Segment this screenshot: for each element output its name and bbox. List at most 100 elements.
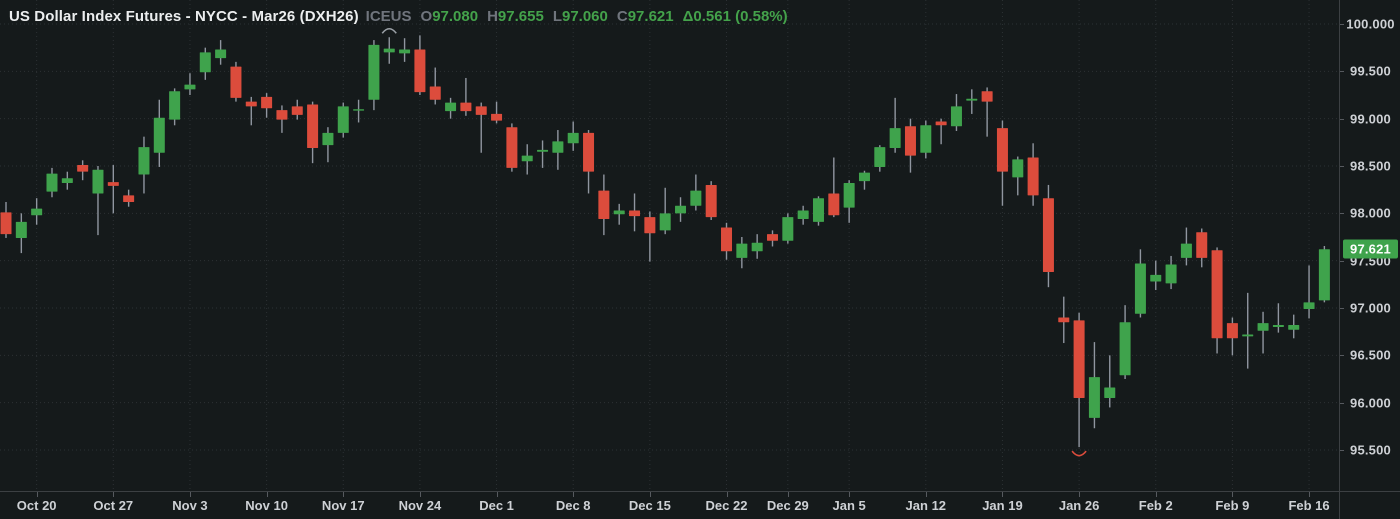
time-axis-tick — [573, 492, 575, 497]
candle-body — [935, 121, 947, 126]
price-axis-tick — [1340, 260, 1344, 262]
price-axis-tick — [1340, 24, 1344, 25]
candle-body — [782, 217, 794, 241]
low-value: 97.060 — [561, 8, 608, 25]
time-axis[interactable]: Oct 20 Oct 27 Nov 3 Nov 10 Nov 17 Nov 24 Dec 1… — [0, 491, 1400, 519]
price-axis-tick — [1340, 71, 1344, 73]
candle-body — [506, 127, 518, 168]
candle-body — [644, 217, 656, 234]
time-axis-label: Dec 1 — [479, 498, 514, 513]
time-axis-label: Oct 27 — [93, 498, 134, 513]
time-axis-label: Jan 19 — [982, 498, 1023, 513]
candle-body — [1042, 198, 1054, 273]
time-axis-tick — [925, 492, 927, 497]
candle-body — [491, 113, 503, 121]
candle-body — [107, 182, 119, 186]
candle-body — [1104, 387, 1116, 398]
candle-body — [1318, 249, 1330, 301]
candle-body — [1012, 159, 1024, 178]
candle-body — [169, 91, 181, 120]
time-axis-label: Nov 3 — [172, 498, 208, 513]
candle-body — [1211, 250, 1223, 339]
candle-body — [751, 242, 763, 252]
candle-body — [276, 110, 288, 120]
candle-body — [690, 190, 702, 206]
price-axis-tick — [1340, 213, 1344, 215]
price-axis-label: 98.000 — [1350, 205, 1391, 221]
time-axis-label: Jan 26 — [1058, 498, 1100, 513]
candle-body — [797, 210, 809, 220]
open-value: 97.080 — [432, 8, 479, 25]
change-value: Δ0.561 (0.58%) — [682, 8, 788, 25]
close-value: 97.621 — [627, 8, 674, 25]
candle-body — [184, 84, 196, 90]
candle-body — [61, 178, 73, 184]
exchange-label: ICEUS — [365, 8, 412, 25]
candle-body — [1196, 232, 1208, 258]
candle-body — [950, 106, 962, 127]
candle-body — [843, 183, 855, 208]
last-price-label: 97.621 — [1343, 239, 1398, 259]
time-axis-tick — [649, 492, 651, 497]
chart-high-marker-icon — [381, 27, 397, 34]
time-axis-tick — [113, 492, 115, 497]
candle-body — [215, 49, 227, 59]
candle-body — [966, 98, 978, 101]
candle-body — [1272, 325, 1284, 327]
high-value: 97.655 — [497, 8, 544, 25]
candle-body — [552, 141, 564, 153]
chart-low-marker-icon — [1071, 450, 1087, 457]
candle-body — [1150, 274, 1162, 282]
candle-body — [828, 193, 840, 216]
price-axis-tick — [1340, 166, 1344, 167]
candle-body — [138, 147, 150, 175]
time-axis-label: Feb 16 — [1288, 498, 1330, 513]
candle-body — [291, 106, 303, 115]
candle-body — [537, 149, 549, 152]
candle-body — [1257, 323, 1269, 331]
candle-body — [383, 48, 395, 53]
time-axis-label: Dec 22 — [705, 498, 748, 513]
candle-body — [598, 190, 610, 220]
candle-body — [15, 221, 27, 238]
price-axis-tick — [1340, 450, 1344, 451]
candle-body — [399, 49, 411, 54]
time-axis-tick — [1309, 492, 1311, 497]
candle-body — [521, 155, 533, 162]
price-axis-label: 99.500 — [1350, 63, 1391, 79]
candle-body — [77, 165, 89, 172]
candle-body — [1226, 323, 1238, 339]
candlestick-chart[interactable] — [0, 0, 1339, 491]
candle-body — [1058, 317, 1070, 323]
price-axis-label: 98.500 — [1350, 158, 1391, 174]
candle-body — [1073, 320, 1085, 398]
candle-body — [429, 86, 441, 100]
price-axis-tick — [1340, 118, 1344, 120]
candle-body — [123, 195, 135, 202]
candle-body — [230, 66, 242, 98]
candle-body — [904, 126, 916, 156]
price-axis-label: 96.500 — [1350, 347, 1391, 363]
time-axis-tick — [36, 492, 38, 497]
candle-body — [567, 132, 579, 144]
time-axis-label: Nov 24 — [398, 498, 442, 513]
price-axis[interactable]: 97.621 100.000 99.500 99.000 98.500 98.000 97… — [1339, 0, 1400, 519]
time-axis-label: Jan 12 — [905, 498, 947, 513]
candle-body — [812, 198, 824, 222]
candle-body — [1134, 263, 1146, 314]
chart-legend: US Dollar Index Futures - NYCC - Mar26 (… — [9, 7, 788, 27]
candle-body — [721, 227, 733, 252]
candle-body — [460, 102, 472, 112]
close-label: C — [616, 8, 628, 25]
candle-body — [889, 128, 901, 149]
candle-body — [1027, 157, 1039, 196]
time-axis-tick — [849, 492, 851, 497]
candle-body — [46, 173, 58, 192]
candles — [0, 35, 1330, 448]
candle-body — [475, 106, 487, 115]
candle-body — [767, 234, 778, 241]
price-axis-tick — [1340, 308, 1344, 309]
time-axis-tick — [419, 492, 421, 497]
candle-body — [736, 243, 748, 258]
